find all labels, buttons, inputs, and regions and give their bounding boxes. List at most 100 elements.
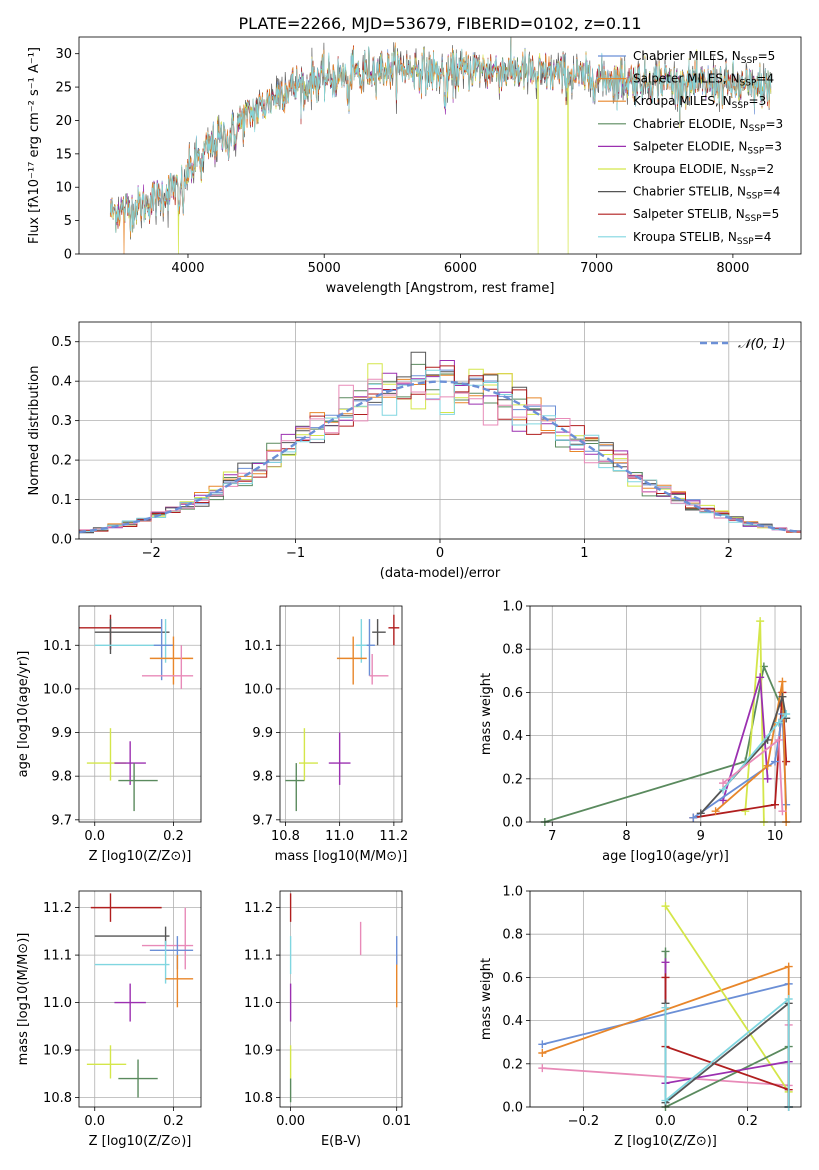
y-tick-label: 0.6 — [502, 686, 523, 701]
mass-weight-marker — [661, 1096, 670, 1105]
mass-weight-marker — [782, 710, 791, 718]
mass-weight-marker — [696, 809, 705, 818]
x-tick-label: 9 — [697, 829, 705, 844]
data-layer — [79, 351, 801, 535]
mass-weight-marker — [711, 807, 720, 816]
mass-weight-marker — [784, 962, 793, 971]
x-tick-label: −2 — [142, 546, 161, 561]
y-tick-label: 0.2 — [502, 772, 523, 787]
x-tick-label: 0.2 — [163, 829, 184, 844]
y-tick-label: 1.0 — [502, 600, 523, 615]
mass-weight-marker — [774, 735, 783, 744]
y-tick-label: 10.0 — [43, 682, 72, 697]
data-layer — [289, 893, 398, 1103]
y-tick-label: 25 — [55, 81, 72, 96]
x-tick-label: 0.00 — [276, 1114, 305, 1129]
plot-area — [79, 606, 201, 822]
histogram-series — [79, 378, 801, 535]
x-tick-label: 1 — [580, 546, 588, 561]
x-tick-label: 0.2 — [163, 1114, 184, 1129]
y-tick-label: 0.5 — [51, 335, 72, 350]
x-tick-label: 0.0 — [655, 1114, 676, 1129]
y-tick-label: 5 — [64, 214, 72, 229]
plot-frame — [529, 605, 802, 823]
legend-entry: Kroupa STELIB, NSSP=4 — [633, 230, 771, 247]
y-tick-label: 30 — [55, 47, 72, 62]
y-tick-label: 0.2 — [502, 1057, 523, 1072]
x-tick-label: 5000 — [308, 261, 341, 276]
y-tick-label: 11.2 — [244, 901, 273, 916]
mass-weight-line — [664, 997, 790, 1107]
x-tick-label: 10.8 — [271, 829, 300, 844]
y-tick-label: 0 — [64, 248, 72, 263]
mass-weight-marker — [756, 617, 765, 626]
normal-curve — [79, 380, 801, 534]
mass-weight-marker — [661, 1003, 670, 1012]
y-axis-label: Flux [fλ10⁻¹⁷ erg cm⁻² s⁻¹ A⁻¹] — [27, 47, 42, 244]
y-tick-label: 11.0 — [43, 996, 72, 1011]
mass-weight-marker — [538, 1049, 547, 1057]
y-tick-label: 11.0 — [244, 996, 273, 1011]
mass-weight-marker — [538, 1040, 547, 1049]
data-layer — [86, 893, 194, 1098]
plots-layer: 4000 5000 6000 7000 8000051015202530waveleng… — [16, 36, 802, 1149]
x-tick-label: 0 — [436, 546, 444, 561]
y-tick-label: 10.8 — [244, 1091, 273, 1106]
x-tick-label: 10 — [767, 829, 784, 844]
x-tick-label: 2 — [725, 546, 733, 561]
y-axis-label: mass weight — [479, 958, 494, 1040]
plot-frame — [279, 890, 403, 1108]
legend-entry: Salpeter STELIB, NSSP=5 — [633, 207, 779, 224]
x-tick-label: 0.0 — [84, 829, 105, 844]
x-tick-label: 6000 — [444, 261, 477, 276]
legend-entry: Salpeter ELODIE, NSSP=3 — [633, 139, 782, 156]
x-axis-label: age [log10(age/yr)] — [602, 849, 729, 864]
x-tick-label: −1 — [286, 546, 305, 561]
x-axis-label: Z [log10(Z/Z⊙)] — [89, 849, 192, 864]
y-tick-label: 0.8 — [502, 643, 523, 658]
y-tick-label: 0.8 — [502, 928, 523, 943]
plot-frame — [78, 36, 802, 255]
mass-weight-line — [544, 663, 788, 823]
mass-weight-marker — [778, 677, 787, 686]
mass-weight-marker — [661, 958, 670, 967]
figure-title: PLATE=2266, MJD=53679, FIBERID=0102, z=0… — [238, 14, 641, 33]
mass-weight-marker — [771, 800, 780, 809]
y-tick-label: 0.0 — [502, 816, 523, 831]
mass-weight-line — [715, 681, 788, 823]
y-tick-label: 20 — [55, 114, 72, 129]
mass-weight-marker — [661, 947, 670, 956]
x-axis-label: E(B-V) — [321, 1134, 361, 1149]
mass-weight-marker — [778, 807, 787, 816]
y-tick-label: 9.8 — [252, 770, 273, 785]
y-tick-label: 9.7 — [51, 813, 72, 828]
y-tick-label: 10.9 — [43, 1044, 72, 1059]
x-tick-label: 0.01 — [382, 1114, 411, 1129]
y-tick-label: 0.4 — [502, 1014, 523, 1029]
x-axis-label: (data-model)/error — [380, 566, 501, 581]
y-tick-label: 0.4 — [51, 375, 72, 390]
mass-weight-marker — [763, 774, 772, 783]
legend-entry: Kroupa ELODIE, NSSP=2 — [633, 162, 774, 179]
plot-frame — [78, 321, 802, 540]
y-tick-label: 9.8 — [51, 770, 72, 785]
x-axis-label: Z [log10(Z/Z⊙)] — [89, 1134, 192, 1149]
data-layer — [538, 902, 793, 1111]
y-axis-label: mass weight — [479, 673, 494, 755]
mass-weight-marker — [782, 757, 791, 766]
x-tick-label: 8000 — [716, 261, 749, 276]
mass-weight-marker — [778, 692, 787, 701]
y-tick-label: 10.0 — [244, 682, 273, 697]
y-tick-label: 9.9 — [51, 726, 72, 741]
plot-area — [280, 606, 402, 822]
plot-frame — [78, 605, 202, 823]
y-tick-label: 0.1 — [51, 493, 72, 508]
x-tick-label: 11.0 — [325, 829, 354, 844]
chart-1: −2 −1 0 1 2 0.0 0.1 0.2 0.3 0.4 0.5 (data-model)/er… — [27, 321, 802, 581]
y-tick-label: 10.9 — [244, 1044, 273, 1059]
y-tick-label: 0.0 — [502, 1101, 523, 1116]
plot-frame — [78, 890, 202, 1108]
x-axis-label: wavelength [Angstrom, rest frame] — [326, 281, 555, 296]
y-tick-label: 10 — [55, 181, 72, 196]
